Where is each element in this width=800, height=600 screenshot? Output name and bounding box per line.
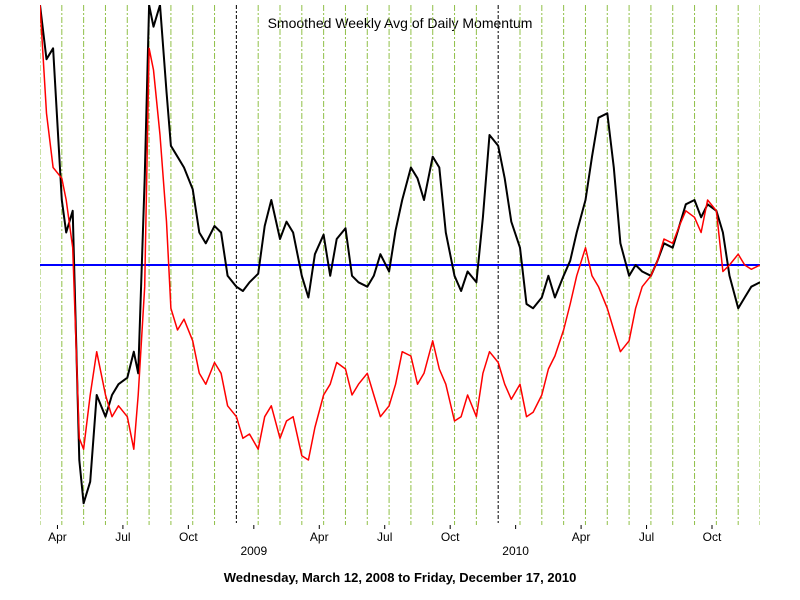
plot-area: AprJulOct2009AprJulOct2010AprJulOct bbox=[40, 5, 760, 525]
svg-text:Apr: Apr bbox=[48, 530, 67, 544]
svg-text:2009: 2009 bbox=[240, 544, 267, 558]
chart-container: Smoothed Weekly Avg of Daily Momentum Ap… bbox=[0, 0, 800, 600]
svg-text:Jul: Jul bbox=[639, 530, 654, 544]
svg-text:Apr: Apr bbox=[572, 530, 591, 544]
svg-text:Jul: Jul bbox=[377, 530, 392, 544]
svg-text:Apr: Apr bbox=[310, 530, 329, 544]
svg-text:Jul: Jul bbox=[115, 530, 130, 544]
chart-svg: Apr Jul Oct 2009 Apr Jul Oct 2010 Apr Jul Oct bbox=[40, 5, 760, 565]
svg-text:Oct: Oct bbox=[179, 530, 198, 544]
chart-footer: Wednesday, March 12, 2008 to Friday, Dec… bbox=[224, 570, 577, 585]
svg-text:Oct: Oct bbox=[441, 530, 460, 544]
svg-text:Oct: Oct bbox=[703, 530, 722, 544]
svg-text:2010: 2010 bbox=[502, 544, 529, 558]
